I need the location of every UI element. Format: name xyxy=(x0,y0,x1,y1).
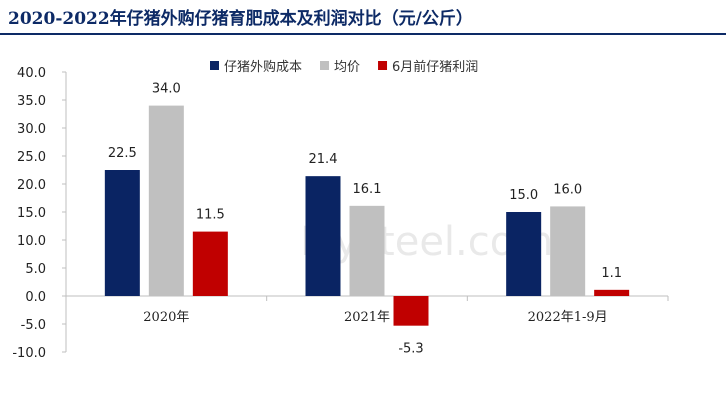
y-tick-label: 40.0 xyxy=(17,66,46,81)
y-tick-label: 10.0 xyxy=(17,234,46,249)
y-tick-label: 5.0 xyxy=(25,262,46,277)
bar-1-2 xyxy=(305,176,341,296)
y-tick-label: 35.0 xyxy=(17,94,46,109)
data-label: 1.1 xyxy=(601,266,622,281)
data-label: 22.5 xyxy=(108,146,137,161)
x-category-label: 2022年1-9月 xyxy=(528,310,608,325)
data-label: -5.3 xyxy=(398,342,423,357)
bar-3-2 xyxy=(393,296,429,326)
x-category-label: 2021年 xyxy=(344,310,390,325)
y-tick-label: -5.0 xyxy=(21,318,46,333)
data-label: 16.1 xyxy=(353,182,382,197)
x-category-label: 2020年 xyxy=(143,310,189,325)
data-label: 34.0 xyxy=(152,82,181,97)
bar-2-2 xyxy=(349,205,385,296)
legend-label-1: 仔猪外购成本 xyxy=(224,59,302,75)
bar-3-1 xyxy=(192,231,228,296)
legend-label-2: 均价 xyxy=(334,60,360,75)
bar-2-3 xyxy=(550,206,586,296)
bar-2-1 xyxy=(148,105,184,296)
chart-title: 2020-2022年仔猪外购仔猪育肥成本及利润对比（元/公斤） xyxy=(8,9,473,29)
legend-swatch-2 xyxy=(320,61,330,70)
bar-1-1 xyxy=(104,170,140,296)
legend-label-3: 6月前仔猪利润 xyxy=(392,59,478,75)
y-tick-label: 15.0 xyxy=(17,206,46,221)
y-tick-label: 0.0 xyxy=(25,290,46,305)
y-tick-label: 25.0 xyxy=(17,150,46,165)
legend-swatch-1 xyxy=(210,61,219,70)
data-label: 15.0 xyxy=(509,188,538,203)
data-label: 16.0 xyxy=(553,182,582,197)
y-tick-label: 30.0 xyxy=(17,122,46,137)
legend-swatch-3 xyxy=(378,61,388,70)
title-underline xyxy=(0,33,726,35)
data-label: 11.5 xyxy=(196,208,225,223)
data-label: 21.4 xyxy=(309,152,338,167)
y-tick-label: 20.0 xyxy=(17,178,46,193)
y-tick-label: -10.0 xyxy=(12,346,46,361)
bar-1-3 xyxy=(506,212,542,296)
bar-3-3 xyxy=(594,289,630,296)
